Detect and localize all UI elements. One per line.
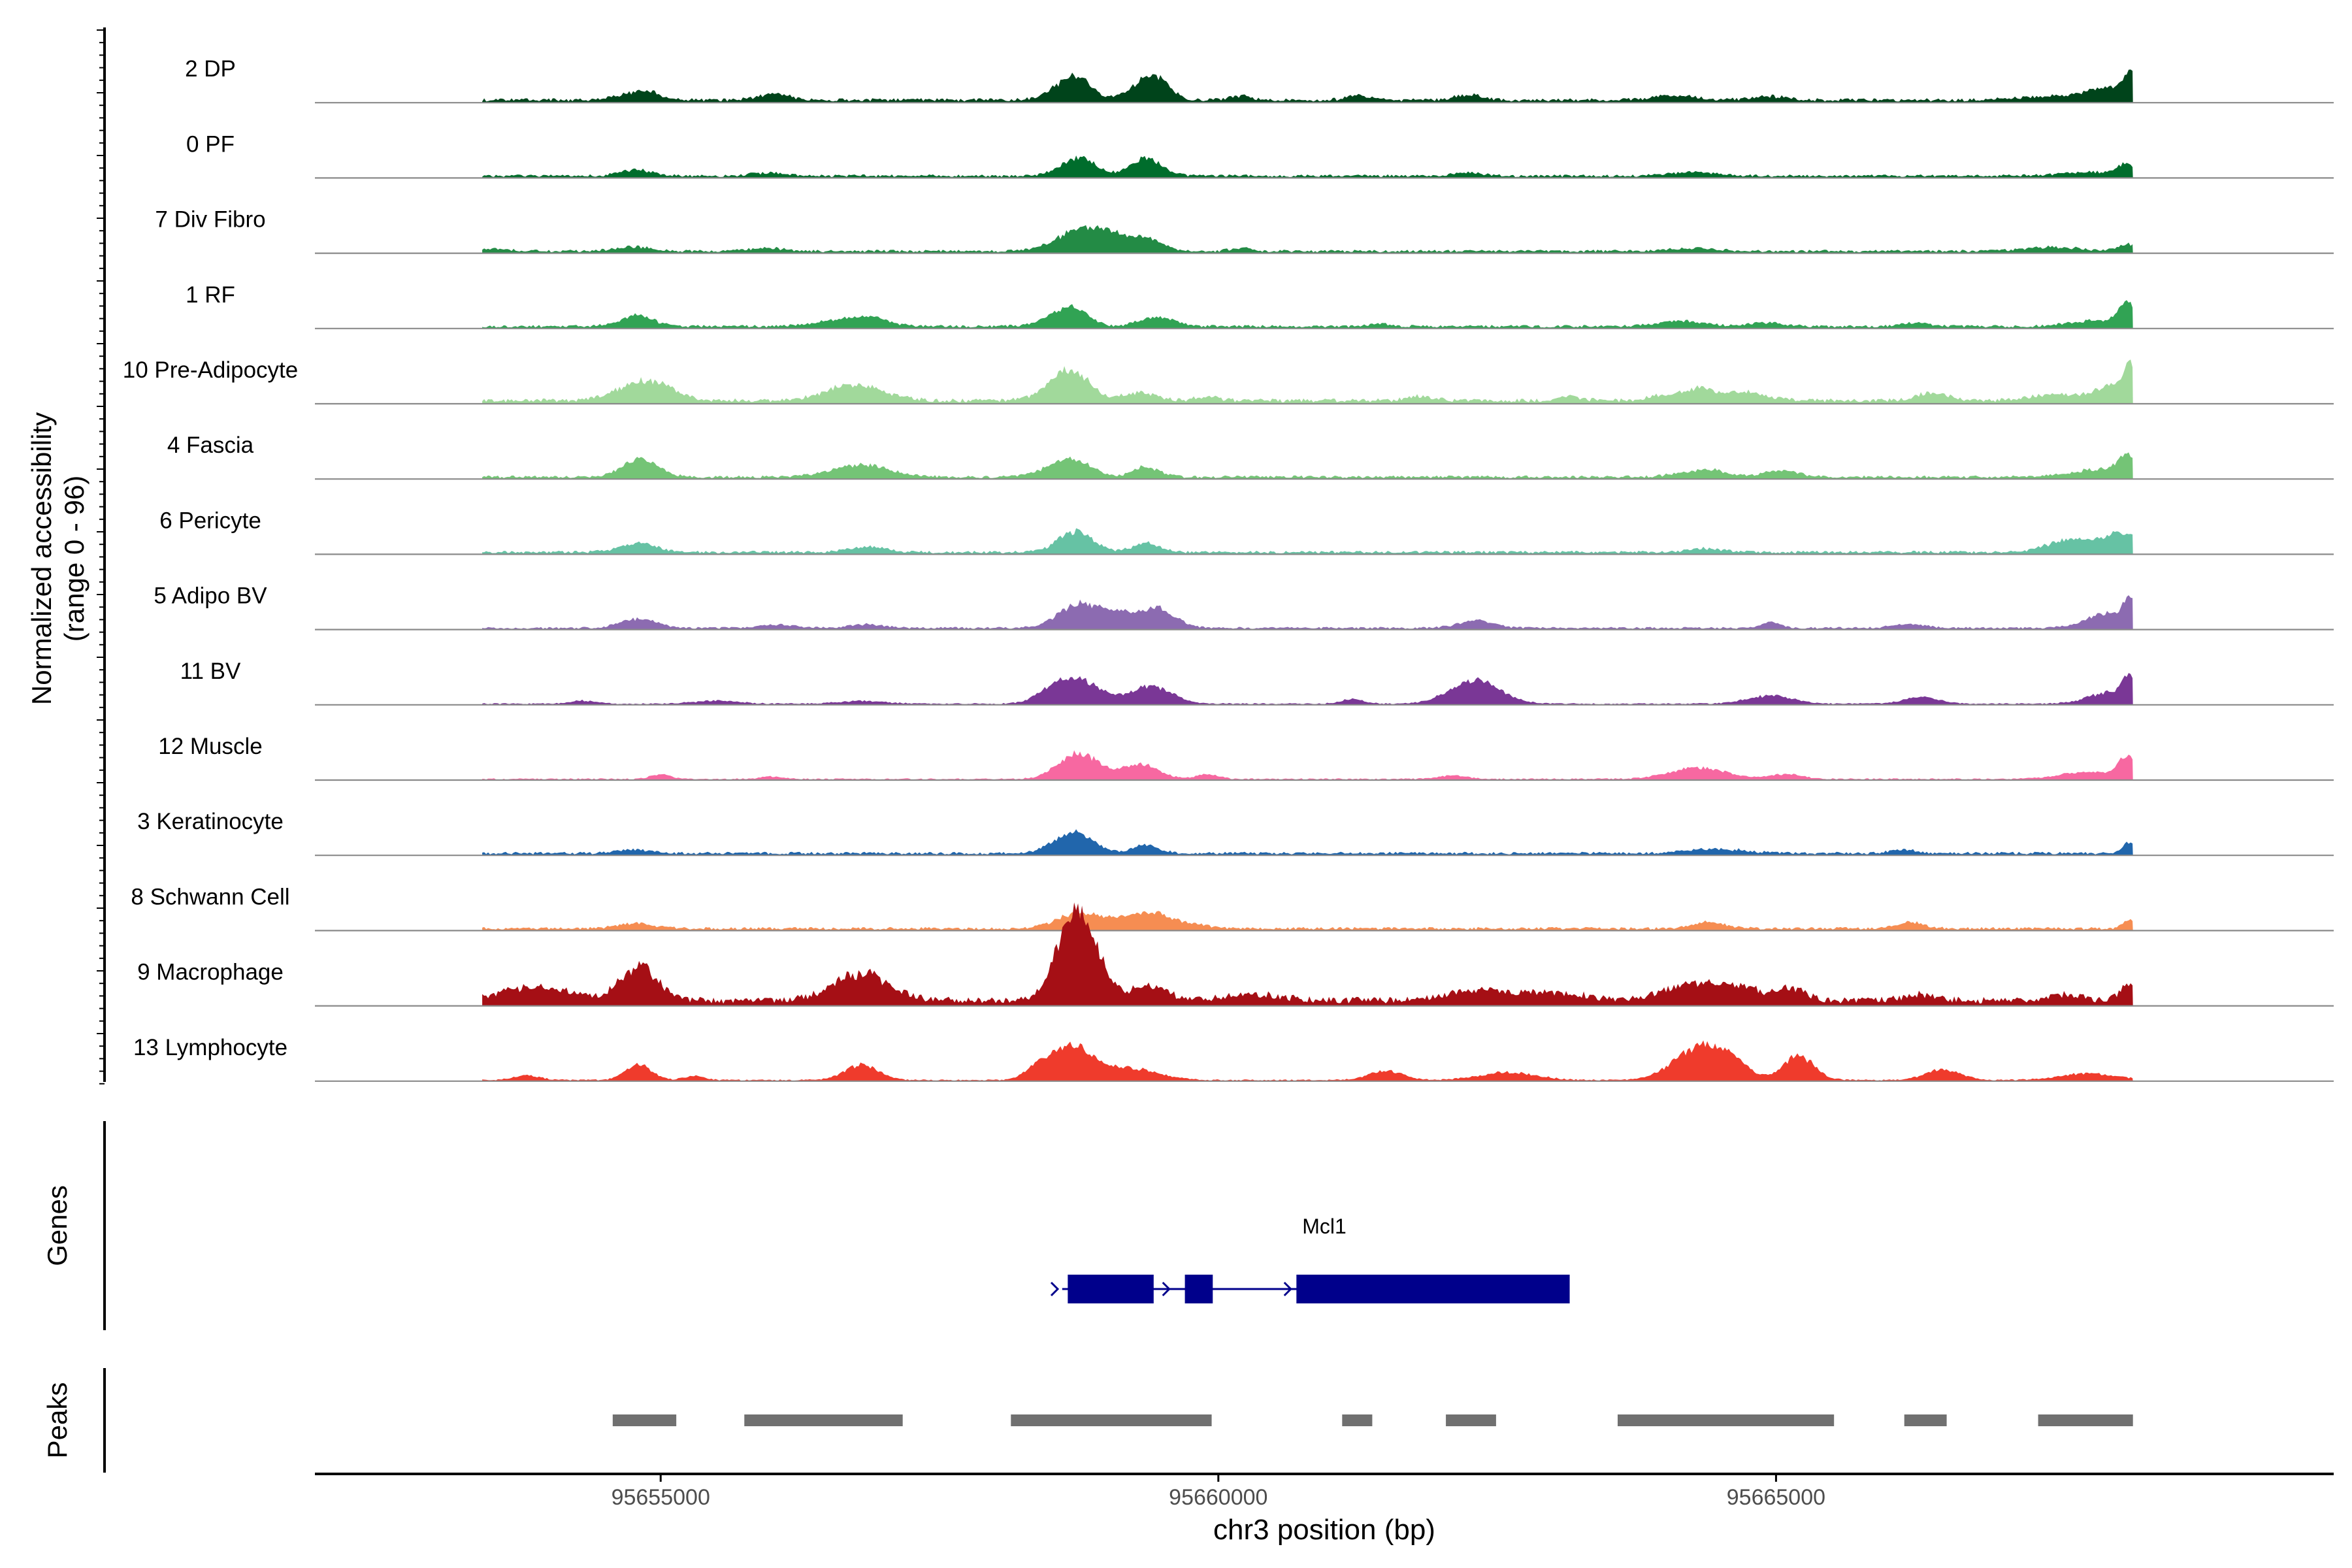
- coverage-track: 2 DP: [185, 56, 2334, 104]
- strand-arrow: [1050, 1281, 1060, 1297]
- x-axis-label: chr3 position (bp): [1213, 1514, 1435, 1546]
- coverage-area: [482, 1040, 2133, 1081]
- coverage-area: [482, 528, 2133, 555]
- coverage-area: [482, 69, 2133, 103]
- coverage-y-axis-ticks: [97, 29, 105, 1085]
- coverage-track: 1 RF: [186, 282, 2334, 329]
- x-tick-label: 95665000: [1727, 1485, 1825, 1510]
- peak-region: [744, 1414, 903, 1426]
- coverage-track: 3 Keratinocyte: [137, 809, 2334, 857]
- peaks-panel-label: Peaks: [42, 1382, 73, 1459]
- track-label: 8 Schwann Cell: [131, 884, 289, 909]
- track-label: 12 Muscle: [158, 734, 263, 759]
- track-label: 3 Keratinocyte: [137, 809, 284, 834]
- coverage-track: 11 BV: [180, 659, 2334, 706]
- coverage-track: 12 Muscle: [158, 734, 2334, 781]
- track-label: 7 Div Fibro: [155, 207, 265, 233]
- gene-model: [1050, 1275, 1570, 1303]
- coverage-area: [482, 673, 2133, 705]
- coverage-area: [482, 225, 2133, 253]
- coverage-track: 7 Div Fibro: [155, 207, 2334, 254]
- track-label: 9 Macrophage: [137, 960, 284, 985]
- coverage-track: 9 Macrophage: [137, 902, 2334, 1007]
- track-label: 1 RF: [186, 282, 235, 308]
- coverage-area: [482, 452, 2133, 480]
- gene-name-label: Mcl1: [1302, 1215, 1347, 1238]
- peak-region: [2038, 1414, 2133, 1426]
- peak-region: [1446, 1414, 1496, 1426]
- coverage-track: 4 Fascia: [167, 433, 2334, 480]
- coverage-area: [482, 359, 2133, 404]
- genes-panel-label: Genes: [42, 1185, 73, 1266]
- coverage-track: 13 Lymphocyte: [133, 1035, 2334, 1082]
- gene-exon: [1296, 1275, 1570, 1303]
- track-label: 13 Lymphocyte: [133, 1035, 287, 1060]
- track-label: 11 BV: [180, 659, 241, 684]
- track-label: 6 Pericyte: [159, 508, 261, 533]
- coverage-track: 10 Pre-Adipocyte: [123, 357, 2334, 405]
- strand-arrow: [1162, 1281, 1171, 1297]
- coverage-area: [482, 595, 2133, 630]
- y-axis-label-line2: (range 0 - 96): [59, 476, 90, 642]
- peak-region: [1342, 1414, 1373, 1426]
- coverage-area: [482, 902, 2133, 1006]
- coverage-area: [482, 911, 2133, 931]
- coverage-tracks: 2 DP 0 PF 7 Div Fibro 1 RF 10 Pre-Adipocyte 4…: [123, 56, 2334, 1082]
- peak-regions: [612, 1414, 2133, 1426]
- coverage-track: 6 Pericyte: [159, 508, 2334, 555]
- gene-exon: [1184, 1275, 1213, 1303]
- track-label: 5 Adipo BV: [154, 583, 267, 609]
- track-label: 0 PF: [186, 131, 235, 157]
- strand-arrow: [1283, 1281, 1292, 1297]
- coverage-track: 8 Schwann Cell: [131, 884, 2334, 932]
- peak-region: [612, 1414, 677, 1426]
- x-tick-label: 95660000: [1169, 1485, 1267, 1510]
- y-axis-label-line1: Normalized accessibility: [26, 412, 57, 705]
- coverage-track: 5 Adipo BV: [154, 583, 2334, 630]
- peak-region: [1617, 1414, 1835, 1426]
- coverage-area: [482, 300, 2133, 329]
- track-label: 2 DP: [185, 56, 236, 82]
- coverage-track: 0 PF: [186, 131, 2334, 179]
- coverage-area: [482, 829, 2133, 856]
- peak-region: [1011, 1414, 1212, 1426]
- x-axis-ticks: 95655000 95660000 95665000: [612, 1474, 1825, 1510]
- coverage-area: [482, 750, 2133, 780]
- peak-region: [1904, 1414, 1947, 1426]
- track-label: 4 Fascia: [167, 433, 254, 458]
- coverage-area: [482, 155, 2133, 178]
- track-label: 10 Pre-Adipocyte: [123, 357, 298, 383]
- gene-exon: [1068, 1275, 1154, 1303]
- x-tick-label: 95655000: [612, 1485, 710, 1510]
